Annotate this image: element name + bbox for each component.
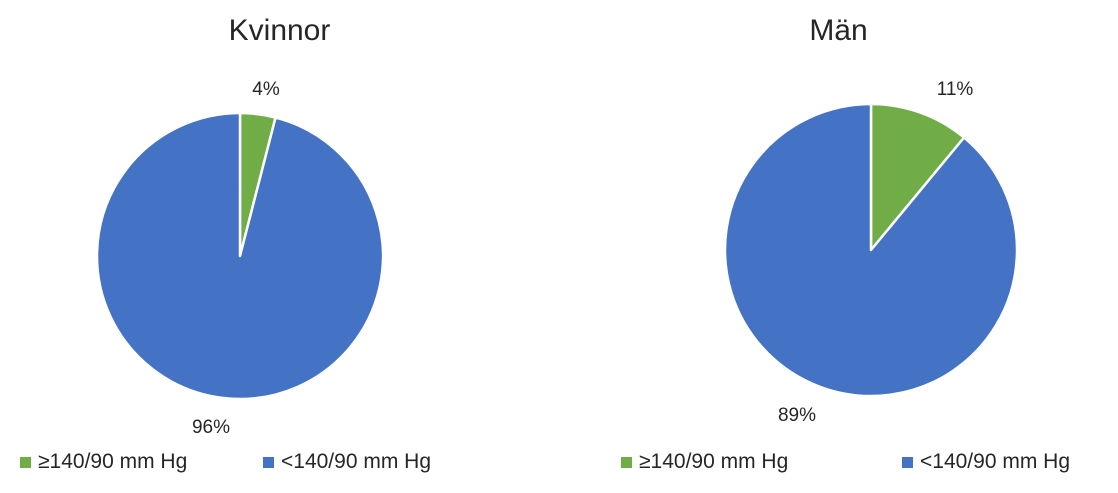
data-label-high-bp: 4% xyxy=(252,79,280,100)
data-label-high-bp: 11% xyxy=(937,79,974,100)
pie-plot-area: 4% 96% xyxy=(95,79,385,438)
chart-title: Kvinnor xyxy=(228,14,331,47)
legend-label: ≥140/90 mm Hg xyxy=(38,450,188,473)
legend-label: <140/90 mm Hg xyxy=(920,450,1070,473)
legend-item-high-bp: ≥140/90 mm Hg xyxy=(20,450,187,474)
chart-title: Män xyxy=(809,14,868,47)
data-label-normal-bp: 89% xyxy=(778,405,816,426)
legend-label: <140/90 mm Hg xyxy=(281,450,431,473)
pie-plot-area: 11% 89% xyxy=(723,79,1019,426)
pie-slice-high-bp xyxy=(869,102,966,252)
legend-swatch-green xyxy=(20,456,31,468)
legend-swatch-blue xyxy=(902,456,913,468)
legend-item-high-bp: ≥140/90 mm Hg xyxy=(621,450,788,474)
legend-swatch-green xyxy=(621,456,632,468)
pie-slice-normal-bp xyxy=(95,111,385,401)
legend: ≥140/90 mm Hg <140/90 mm Hg xyxy=(559,450,1118,486)
legend: ≥140/90 mm Hg <140/90 mm Hg xyxy=(0,450,559,486)
legend-item-normal-bp: <140/90 mm Hg xyxy=(902,450,1070,474)
legend-swatch-blue xyxy=(263,456,274,468)
legend-item-normal-bp: <140/90 mm Hg xyxy=(263,450,431,474)
legend-label: ≥140/90 mm Hg xyxy=(639,450,789,473)
pie-chart-man: Män 11% 89% ≥140/90 mm Hg <140/90 mm Hg xyxy=(559,0,1118,493)
data-label-normal-bp: 96% xyxy=(192,417,230,438)
pie-slice-normal-bp xyxy=(723,102,1019,398)
pie-chart-kvinnor: Kvinnor 4% 96% ≥140/90 mm Hg <140/90 mm H… xyxy=(0,14,559,486)
